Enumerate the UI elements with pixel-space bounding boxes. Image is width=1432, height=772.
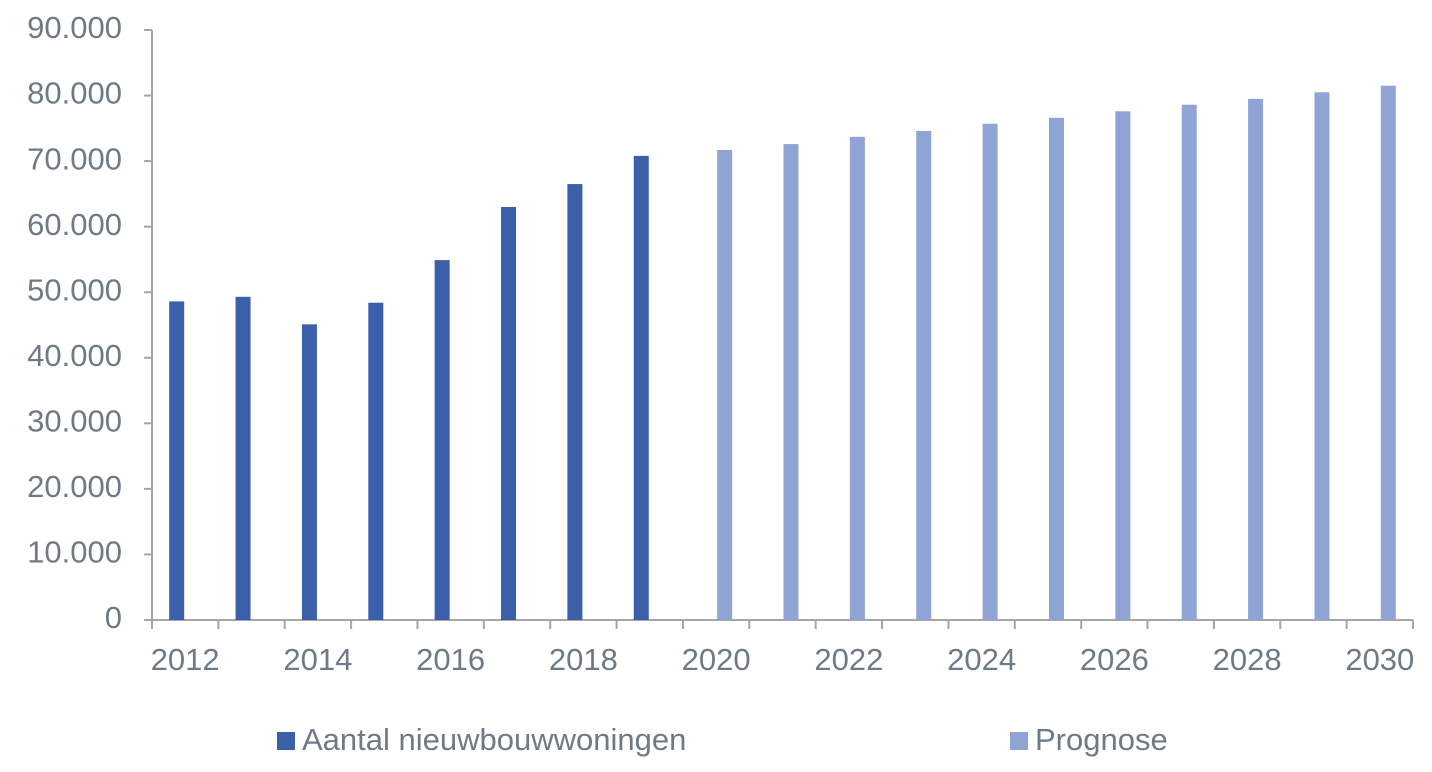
- x-tick-label: 2026: [1080, 642, 1149, 677]
- y-tick-label: 40.000: [27, 338, 122, 373]
- x-tick-label: 2024: [947, 642, 1016, 677]
- bar: [1248, 98, 1264, 621]
- y-tick-label: 10.000: [27, 535, 122, 570]
- legend-label: Aantal nieuwbouwwoningen: [302, 722, 686, 757]
- y-tick-label: 90.000: [27, 10, 122, 45]
- x-tick-label: 2018: [549, 642, 618, 677]
- x-tick-label: 2012: [151, 642, 220, 677]
- x-tick-label: 2028: [1213, 642, 1282, 677]
- bar: [783, 144, 799, 621]
- bar: [567, 184, 583, 621]
- y-tick-label: 20.000: [27, 469, 122, 504]
- bar: [717, 149, 733, 620]
- bar: [235, 296, 251, 620]
- legend-swatch: [277, 732, 295, 750]
- bar: [916, 130, 932, 620]
- bar: [501, 207, 517, 620]
- x-tick-label: 2014: [283, 642, 352, 677]
- y-tick-label: 60.000: [27, 207, 122, 242]
- x-tick-label: 2020: [682, 642, 751, 677]
- x-tick-label: 2022: [814, 642, 883, 677]
- bar: [434, 260, 450, 620]
- bar: [633, 155, 649, 620]
- y-tick-label: 0: [105, 600, 122, 635]
- bar: [1314, 92, 1330, 621]
- bar: [982, 123, 998, 620]
- bar: [1380, 85, 1396, 620]
- bar: [849, 136, 865, 620]
- x-tick-label: 2016: [416, 642, 485, 677]
- bar: [368, 302, 384, 620]
- y-tick-label: 30.000: [27, 404, 122, 439]
- bar: [169, 301, 185, 620]
- x-tick-label: 2030: [1345, 642, 1414, 677]
- bar: [1115, 111, 1131, 621]
- legend-swatch: [1010, 732, 1028, 750]
- bar: [301, 324, 317, 620]
- y-tick-label: 80.000: [27, 76, 122, 111]
- y-tick-label: 70.000: [27, 141, 122, 176]
- legend-label: Prognose: [1035, 722, 1168, 757]
- y-tick-label: 50.000: [27, 272, 122, 307]
- bar: [1181, 104, 1197, 620]
- bar: [1048, 117, 1064, 620]
